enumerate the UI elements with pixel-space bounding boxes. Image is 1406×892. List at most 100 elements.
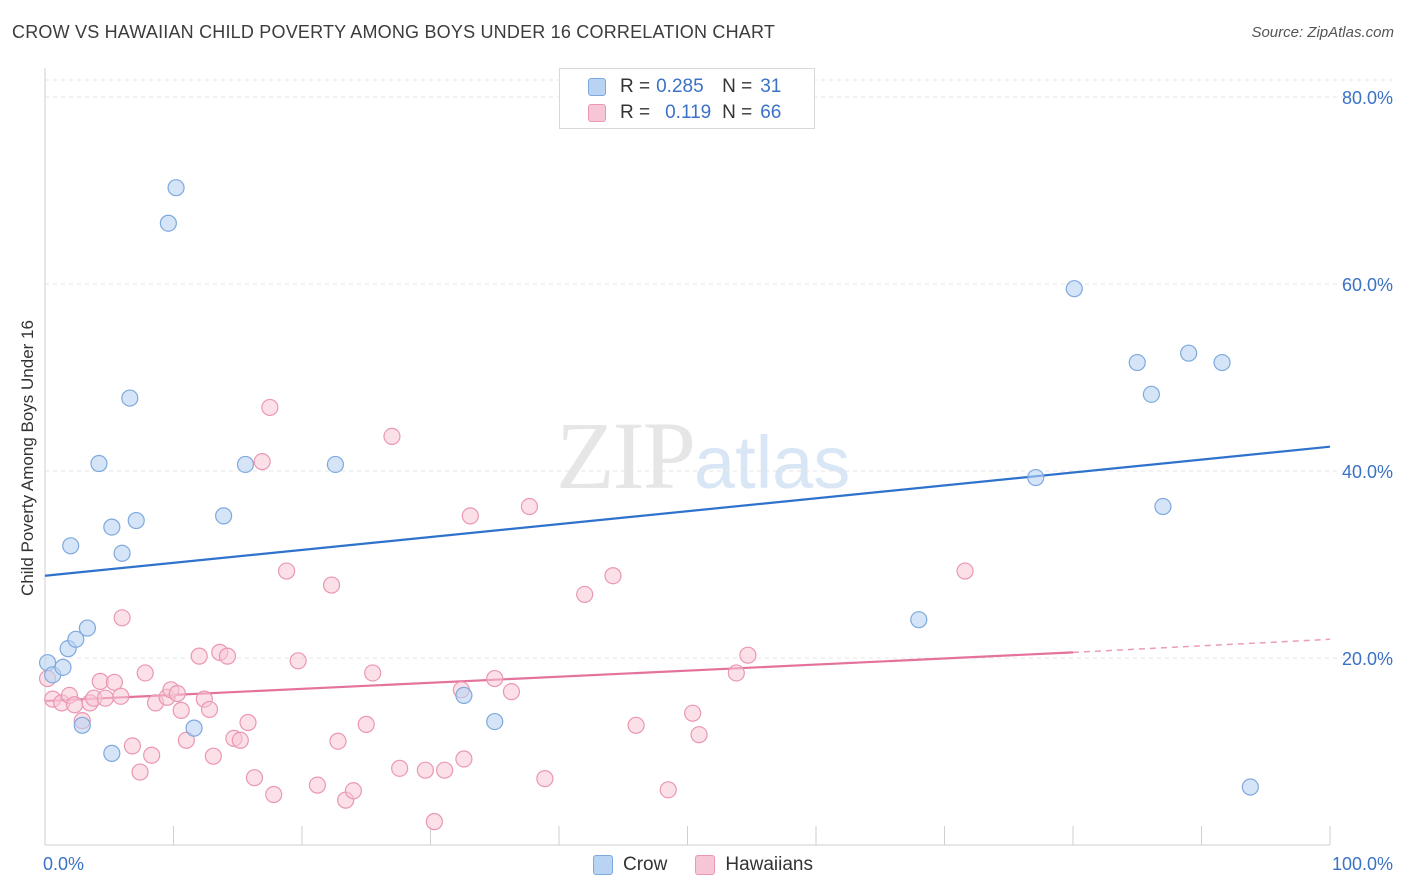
x-tick-label-min: 0.0% <box>43 854 84 874</box>
y-tick-label: 80.0% <box>1342 88 1393 108</box>
hawaiians-point <box>520 497 539 516</box>
hawaiians-point <box>172 701 190 719</box>
hawaiians-point <box>190 647 208 665</box>
hawaiians-point <box>168 684 186 703</box>
hawaiians-point <box>65 696 84 714</box>
crow-point <box>326 455 345 474</box>
hawaiians-trend-line <box>44 651 1074 703</box>
hawaiians-points <box>38 398 974 831</box>
hawaiians-point <box>253 453 271 471</box>
hawaiians-point <box>357 715 375 733</box>
hawaiians-point <box>416 761 434 779</box>
hawaiians-point <box>123 737 141 755</box>
hawaiians-point <box>289 652 307 670</box>
hawaiians-point <box>112 687 130 705</box>
hawaiians-point <box>177 731 195 749</box>
hawaiians-point <box>200 700 219 719</box>
legend-item-crow[interactable]: Crow <box>593 854 667 876</box>
hawaiians-point <box>455 750 473 768</box>
crow-point <box>1027 468 1045 487</box>
crow-point <box>67 630 85 648</box>
hawaiians-point <box>684 704 702 722</box>
hawaiians-point <box>956 562 974 580</box>
legend-r-value: 0.285 <box>656 76 704 97</box>
crow-point <box>78 619 97 637</box>
crow-point <box>1154 497 1172 516</box>
legend-r-label: R = <box>620 102 651 123</box>
crow-point <box>113 544 131 562</box>
crow-point <box>167 179 185 197</box>
x-tick-label-max: 100.0% <box>1332 854 1393 874</box>
hawaiians-point <box>486 669 504 688</box>
legend-row-hawaiians: R = 0.119 N = 66 <box>588 100 781 126</box>
tick-labels: 20.0% 40.0% 60.0% 80.0% 0.0% 100.0% <box>43 88 1393 874</box>
crow-point <box>121 389 139 407</box>
crow-point <box>455 686 473 705</box>
crow-trend-line <box>44 445 1331 577</box>
hawaiians-point <box>322 576 341 594</box>
hawaiians-point <box>113 609 131 627</box>
crow-point <box>1065 280 1083 298</box>
hawaiians-point <box>344 782 362 800</box>
crow-points <box>38 179 1259 796</box>
series-legend: Crow Hawaiians <box>0 852 1406 878</box>
hawaiians-point <box>690 726 708 744</box>
hawaiians-point <box>383 427 401 446</box>
hawaiians-point <box>96 689 114 707</box>
crow-point <box>215 507 233 525</box>
hawaiians-point <box>576 585 594 604</box>
hawaiians-point <box>136 664 154 682</box>
hawaiians-point <box>627 716 645 734</box>
crow-point <box>910 611 928 629</box>
legend-n-value: 66 <box>760 102 782 123</box>
crow-point <box>185 719 203 737</box>
hawaiians-point <box>265 785 283 804</box>
legend-hawaiians-label: Hawaiians <box>725 854 813 875</box>
y-tick-label: 40.0% <box>1342 462 1393 482</box>
hawaiians-point <box>727 664 745 682</box>
legend-n-label: N = <box>722 102 753 123</box>
watermark: ZIPatlas <box>556 400 850 511</box>
crow-point <box>1180 344 1198 362</box>
hawaiians-point <box>364 664 382 682</box>
legend-row-crow: R = 0.285 N = 31 <box>588 74 781 100</box>
crow-point <box>1213 353 1231 372</box>
hawaiians-point <box>502 683 521 701</box>
watermark-atlas: atlas <box>694 421 851 504</box>
crow-point <box>103 744 121 762</box>
hawaiians-point <box>425 813 443 831</box>
hawaiians-point <box>436 761 454 779</box>
hawaiians-point <box>391 759 409 777</box>
hawaiians-point <box>277 562 296 580</box>
hawaiians-swatch-icon <box>588 104 606 122</box>
hawaiians-point <box>536 770 554 788</box>
axes <box>44 68 1331 846</box>
crow-point <box>236 455 255 474</box>
crow-point <box>1128 353 1146 372</box>
hawaiians-swatch-icon <box>695 855 716 875</box>
hawaiians-point <box>308 776 327 794</box>
legend-item-hawaiians[interactable]: Hawaiians <box>695 854 813 876</box>
hawaiians-point <box>231 731 249 749</box>
chart-title: CROW VS HAWAIIAN CHILD POVERTY AMONG BOY… <box>12 22 776 42</box>
y-tick-label: 60.0% <box>1342 275 1393 295</box>
legend-n-label: N = <box>722 76 753 97</box>
crow-point <box>90 454 108 473</box>
crow-point <box>54 658 72 676</box>
hawaiians-point <box>218 647 237 665</box>
crow-point <box>486 712 504 731</box>
crow-point <box>103 518 121 536</box>
legend-r-value: 0.119 <box>665 102 712 123</box>
crow-point <box>127 511 145 530</box>
correlation-legend: R = 0.285 N = 31 R = 0.119 N = 66 <box>559 68 815 129</box>
hawaiians-point <box>105 673 123 691</box>
hawaiians-point <box>245 769 264 787</box>
hawaiians-point <box>204 747 222 765</box>
grid-lines <box>45 79 1392 659</box>
crow-point <box>1142 385 1160 403</box>
crow-swatch-icon <box>593 855 613 875</box>
hawaiians-point <box>329 732 347 750</box>
hawaiians-point <box>261 398 279 417</box>
crow-point <box>62 537 80 555</box>
hawaiians-point <box>604 567 622 585</box>
